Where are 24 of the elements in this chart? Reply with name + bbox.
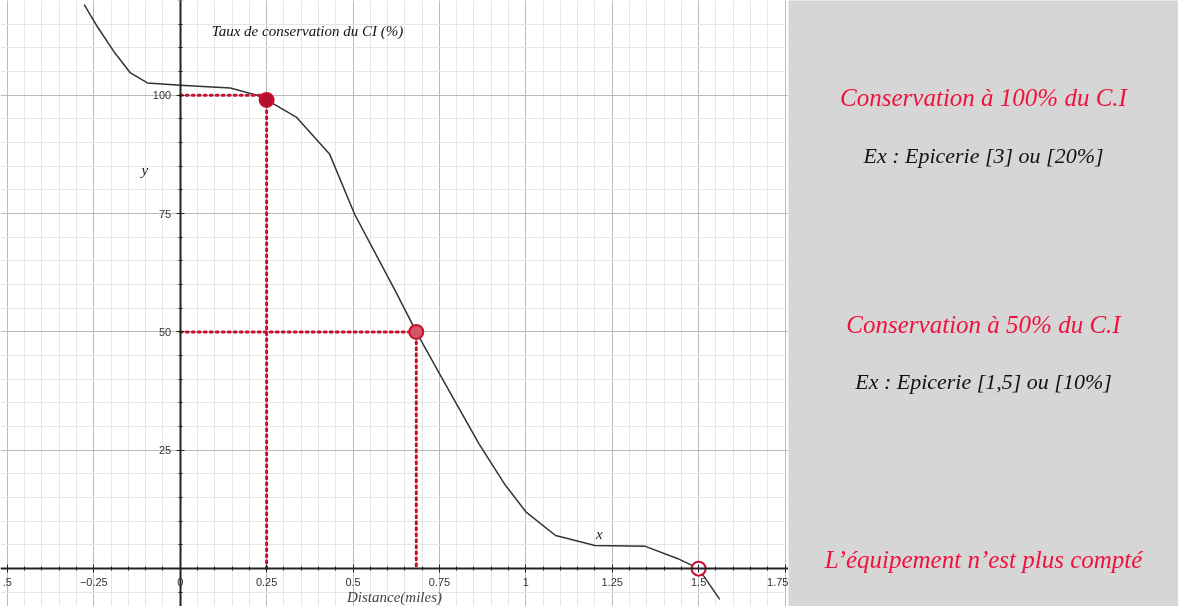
text: Conservation à 100% du C.I xyxy=(840,83,1129,111)
point xyxy=(258,91,275,108)
annotation: y xyxy=(139,162,149,179)
x-tick-label: 1 xyxy=(522,575,529,588)
x-tick-label: 0.25 xyxy=(255,575,278,588)
y-tick-label: 25 xyxy=(158,444,172,457)
y-tick-label: 75 xyxy=(158,207,172,220)
annotation: x xyxy=(595,525,604,542)
text: L’équipement n’est plus compté xyxy=(823,545,1144,573)
text: Ex : Epicerie [3] ou [20%] xyxy=(862,142,1104,168)
y-tick-label: 100 xyxy=(152,89,172,102)
y-tick-label: 50 xyxy=(158,325,172,338)
y-axis-title: Taux de conservation du CI (%) xyxy=(211,22,404,40)
point xyxy=(408,323,425,340)
x-tick-label: 1.5 xyxy=(690,575,707,588)
x-tick-label: 1.75 xyxy=(767,575,789,588)
x-tick-label: 0.75 xyxy=(428,575,451,588)
text: Conservation à 50% du C.I xyxy=(846,311,1123,339)
x-tick-label: .5 xyxy=(2,575,13,588)
x-tick-label: 1.25 xyxy=(601,575,623,588)
x-axis-title: Distance(miles) xyxy=(346,588,442,606)
x-tick-label: −0.25 xyxy=(79,575,108,588)
x-tick-label: 0.5 xyxy=(345,575,361,588)
text: Ex : Epicerie [1,5] ou [10%] xyxy=(854,368,1112,394)
